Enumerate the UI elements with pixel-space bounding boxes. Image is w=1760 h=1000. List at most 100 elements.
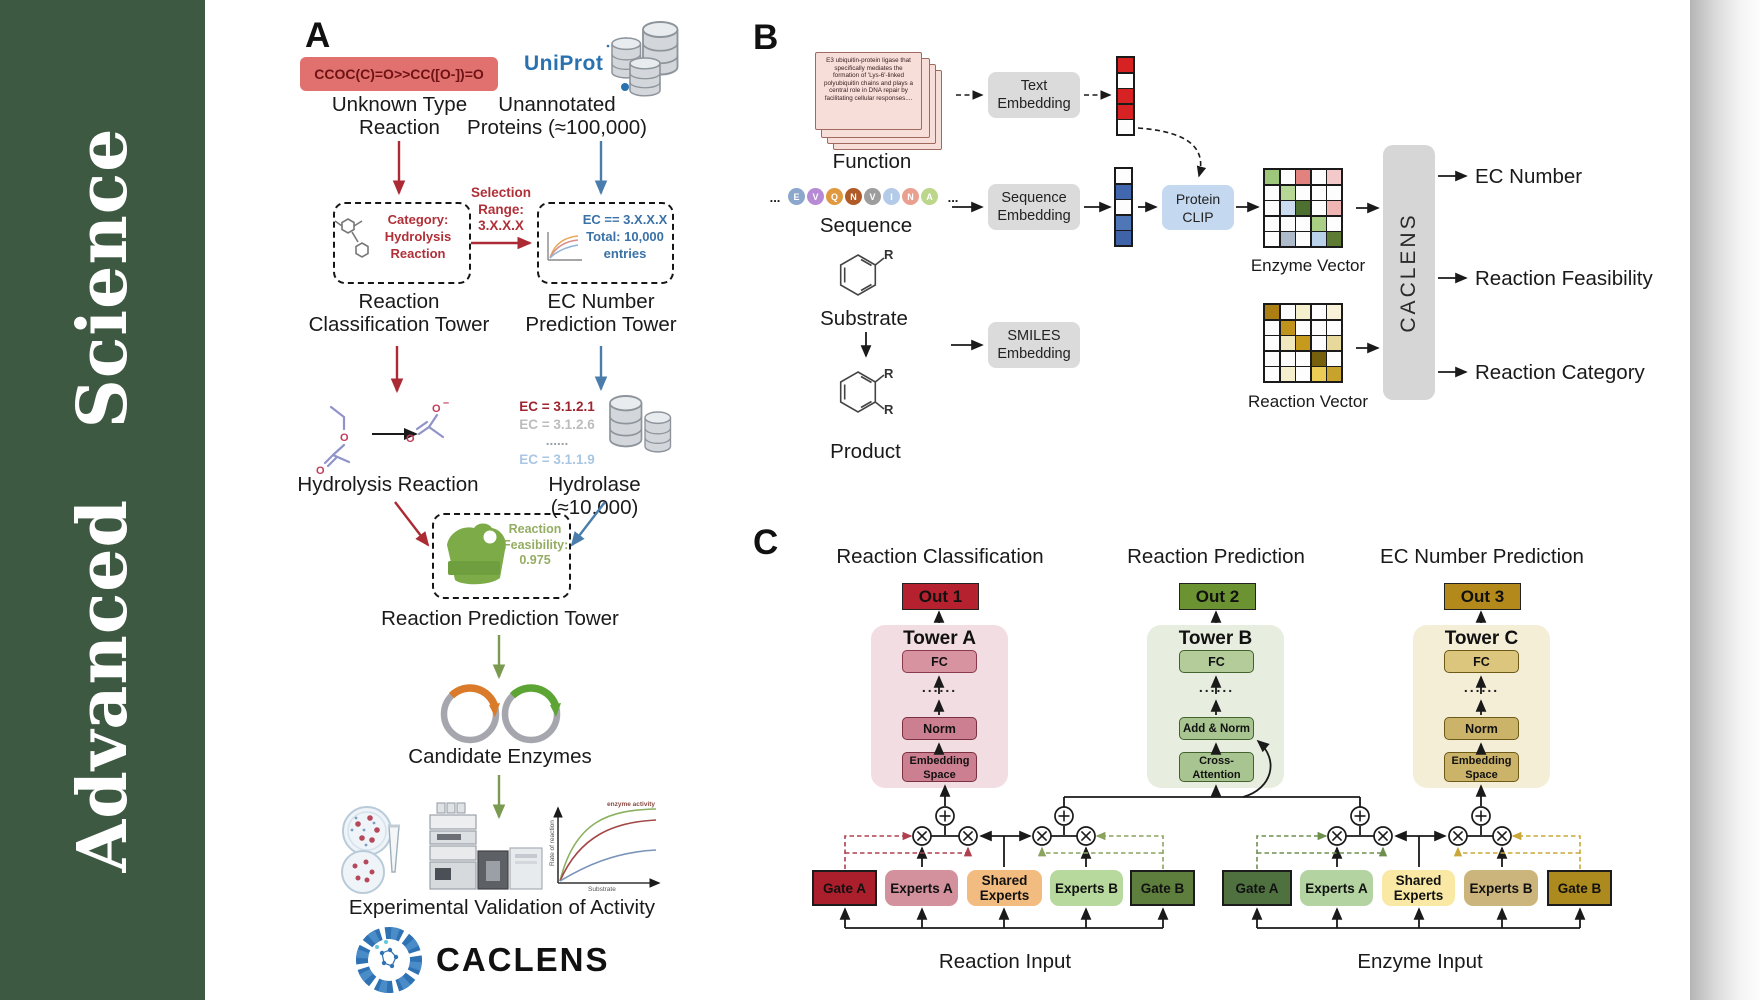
- smiles-reaction-box: CCOC(C)=O>>CC([O-])=O: [300, 57, 498, 91]
- out-1-box: Out 1: [902, 583, 979, 610]
- candidate-enzymes-label: Candidate Enzymes: [408, 745, 592, 768]
- substrate-label: Substrate: [820, 307, 908, 330]
- enzyme-experts-a: Experts A: [1300, 870, 1373, 906]
- tower-a-embedding: Embedding Space: [902, 752, 977, 782]
- output-reaction-feasibility: Reaction Feasibility: [1475, 267, 1653, 290]
- out-3-box: Out 3: [1444, 583, 1521, 610]
- tower-b-add-norm: Add & Norm: [1179, 717, 1254, 740]
- sequence-embedding-vector: [1114, 167, 1133, 247]
- unknown-reaction-label: Unknown Type Reaction: [331, 93, 468, 139]
- reaction-gate-a: Gate A: [812, 870, 877, 906]
- sequence-label: Sequence: [819, 214, 913, 237]
- ec-total-label: EC == 3.X.X.X Total: 10,000 entries: [582, 212, 668, 261]
- multiply-node: [1327, 826, 1347, 846]
- hydrolysis-reaction-label: Hydrolysis Reaction: [297, 473, 479, 496]
- reaction-input-label: Reaction Input: [938, 950, 1072, 973]
- product-label: Product: [830, 440, 901, 463]
- enzyme-experts-b: Experts B: [1464, 870, 1538, 906]
- tower-c-norm: Norm: [1444, 717, 1519, 740]
- enzyme-input-label: Enzyme Input: [1357, 950, 1483, 973]
- reaction-classification-box: [333, 202, 471, 284]
- ec-prediction-box: [537, 202, 674, 284]
- caclens-logo-icon: [356, 927, 422, 993]
- substrate-r-group: R: [884, 247, 894, 262]
- ec-tower-label: EC Number Prediction Tower: [525, 290, 677, 336]
- sequence-ellipsis-right: ...: [947, 190, 959, 205]
- text-embedding-box: Text Embedding: [988, 72, 1080, 118]
- header-ec-number-prediction: EC Number Prediction: [1380, 545, 1584, 568]
- plot-xlabel: Substrate: [588, 886, 616, 893]
- svg-text:O: O: [432, 403, 441, 415]
- ec-result-dots: ......: [545, 433, 569, 448]
- tower-b-fc: FC: [1179, 650, 1254, 673]
- hplc-machine-icon: [429, 802, 543, 890]
- output-ec-number: EC Number: [1475, 165, 1583, 188]
- multiply-node: [1373, 826, 1393, 846]
- multiply-node: [912, 826, 932, 846]
- header-reaction-prediction: Reaction Prediction: [1127, 545, 1305, 568]
- caclens-model-box: CACLENS: [1383, 145, 1435, 400]
- reaction-experts-a: Experts A: [885, 870, 958, 906]
- selection-range-label: Selection Range: 3.X.X.X: [470, 185, 532, 233]
- panel-c-label: C: [753, 523, 779, 562]
- smiles-embedding-box: SMILES Embedding: [988, 322, 1080, 368]
- product-r-group-1: R: [884, 366, 894, 381]
- reaction-experts-b: Experts B: [1050, 870, 1123, 906]
- carboxylate-molecule-icon: O – O: [406, 397, 449, 445]
- reaction-feasibility-box: [432, 513, 571, 599]
- reaction-vector-matrix: [1263, 303, 1343, 383]
- reaction-gate-b: Gate B: [1130, 870, 1195, 906]
- reaction-shared-experts: Shared Experts: [967, 870, 1042, 906]
- product-r-group-2: R: [884, 402, 894, 417]
- svg-text:O: O: [340, 432, 349, 444]
- tower-c-embedding: Embedding Space: [1444, 752, 1519, 782]
- caclens-wordmark: CACLENS: [436, 941, 610, 978]
- sum-node: [1054, 806, 1074, 826]
- tower-a-title: Tower A: [903, 628, 976, 649]
- svg-text:–: –: [443, 397, 449, 409]
- plot-annotation: enzyme activity: [607, 801, 656, 808]
- text-embedding-vector: [1116, 56, 1135, 136]
- sum-node: [1471, 806, 1491, 826]
- panel-b-label: B: [753, 18, 779, 57]
- ester-molecule-icon: O O: [316, 405, 351, 477]
- tower-c-fc: FC: [1444, 650, 1519, 673]
- page-edge-shadow: [1690, 0, 1760, 1000]
- tower-b-cross-attention: Cross- Attention: [1179, 752, 1254, 782]
- header-reaction-classification: Reaction Classification: [836, 545, 1044, 568]
- category-hydrolysis-label: Category: Hydrolysis Reaction: [384, 212, 452, 261]
- tower-c-dots: ......: [1463, 679, 1500, 695]
- tower-a-dots: ......: [921, 679, 958, 695]
- petri-dish-icons: [341, 806, 400, 894]
- unannotated-proteins-label: Unannotated Proteins (≈100,000): [467, 93, 647, 139]
- journal-title: Advanced Science: [63, 127, 143, 873]
- classification-tower-label: Reaction Classification Tower: [308, 290, 490, 336]
- multiply-node: [1448, 826, 1468, 846]
- uniprot-dots-icon: [606, 37, 658, 94]
- multiply-node: [958, 826, 978, 846]
- database-icon: [611, 21, 679, 97]
- enzyme-gate-a: Gate A: [1222, 870, 1292, 906]
- out-2-box: Out 2: [1179, 583, 1256, 610]
- enzyme-shared-experts: Shared Experts: [1382, 870, 1455, 906]
- sum-node: [935, 806, 955, 826]
- uniprot-logo: UniProt: [524, 52, 604, 75]
- journal-sidebar: Advanced Science: [0, 0, 205, 1000]
- feasibility-score-label: Reaction Feasibility: 0.975: [503, 522, 569, 567]
- reaction-vector-label: Reaction Vector: [1247, 392, 1368, 411]
- function-card: E3 ubiquitin-protein ligase that specifi…: [815, 52, 922, 130]
- product-molecule-icon: [839, 371, 885, 413]
- enzyme-badge-label: Enzyme: [459, 564, 489, 573]
- hydrolase-database-icon: [609, 395, 672, 453]
- sum-node: [1350, 806, 1370, 826]
- ec-result-1: EC = 3.1.2.1: [519, 399, 595, 414]
- ec-result-3: EC = 3.1.1.9: [519, 452, 595, 467]
- panel-b-arrows: [860, 90, 1468, 378]
- enzyme-vector-matrix: [1263, 168, 1343, 248]
- protein-clip-box: Protein CLIP: [1162, 185, 1234, 230]
- multiply-node: [1032, 826, 1052, 846]
- tower-b-dots: ......: [1198, 679, 1235, 695]
- ec-result-2: EC = 3.1.2.6: [519, 417, 595, 432]
- prediction-tower-label: Reaction Prediction Tower: [381, 607, 619, 630]
